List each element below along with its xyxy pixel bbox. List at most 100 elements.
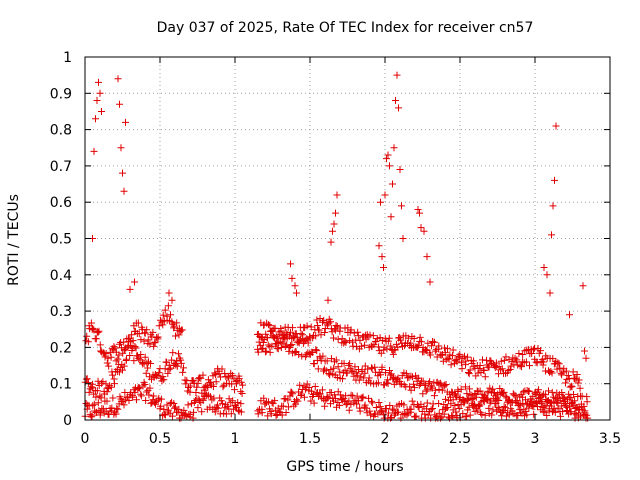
- data-point: [105, 362, 113, 370]
- data-point: [175, 350, 183, 358]
- data-point: [452, 408, 460, 416]
- data-point: [103, 359, 111, 367]
- data-point: [137, 390, 145, 398]
- data-points: [81, 71, 592, 422]
- data-point: [422, 381, 430, 389]
- data-point: [481, 411, 489, 419]
- data-point: [198, 408, 206, 416]
- data-point: [321, 325, 329, 333]
- data-point: [146, 340, 154, 348]
- data-point: [115, 340, 123, 348]
- data-point: [472, 393, 480, 401]
- data-point: [264, 321, 272, 329]
- data-point-outlier: [393, 71, 401, 79]
- data-point: [490, 388, 498, 396]
- data-point: [114, 355, 122, 363]
- data-point: [293, 396, 301, 404]
- data-point: [495, 396, 503, 404]
- data-point: [441, 381, 449, 389]
- data-point: [564, 406, 572, 414]
- data-point: [575, 376, 583, 384]
- data-point-outlier: [386, 162, 393, 170]
- data-point: [107, 383, 115, 391]
- data-point: [316, 390, 324, 398]
- data-point: [237, 408, 245, 416]
- data-point: [132, 396, 140, 404]
- data-point: [576, 384, 584, 392]
- data-point: [526, 397, 534, 405]
- data-point-outlier: [395, 104, 402, 112]
- x-tick-label: 2: [381, 431, 390, 447]
- data-point: [87, 413, 95, 421]
- data-point: [186, 382, 194, 390]
- data-point: [418, 338, 426, 346]
- data-point: [101, 353, 109, 361]
- data-point-outlier: [291, 282, 299, 290]
- data-point: [164, 369, 172, 377]
- data-point: [95, 327, 103, 335]
- data-point: [356, 407, 364, 415]
- data-point: [548, 369, 556, 377]
- data-point: [160, 376, 168, 384]
- data-point: [345, 406, 353, 414]
- data-point: [306, 333, 314, 341]
- data-point: [466, 366, 474, 374]
- data-point: [435, 342, 443, 350]
- data-point: [159, 311, 167, 319]
- data-point: [560, 393, 568, 401]
- data-point: [377, 371, 385, 379]
- data-point: [461, 352, 469, 360]
- data-point: [129, 337, 137, 345]
- data-point: [480, 394, 488, 402]
- y-tick-label: 0.1: [50, 377, 72, 393]
- data-point: [574, 379, 582, 387]
- data-point: [505, 397, 513, 405]
- data-point: [355, 376, 363, 384]
- data-point: [442, 380, 450, 388]
- data-point: [347, 391, 355, 399]
- data-point: [325, 369, 333, 377]
- data-point: [430, 392, 438, 400]
- data-point: [455, 404, 463, 412]
- data-point-outlier: [543, 271, 551, 279]
- data-point: [106, 382, 114, 390]
- data-point: [387, 342, 395, 350]
- data-point: [548, 388, 556, 396]
- data-point: [407, 405, 415, 413]
- data-point: [137, 336, 145, 344]
- data-point: [321, 402, 329, 410]
- data-point: [521, 396, 529, 404]
- data-point: [140, 337, 148, 345]
- data-point-outlier: [168, 296, 176, 304]
- data-point: [157, 402, 165, 410]
- data-point: [272, 411, 280, 419]
- data-point: [368, 397, 376, 405]
- data-point: [329, 334, 337, 342]
- data-point: [444, 403, 452, 411]
- data-point: [143, 326, 151, 334]
- data-point: [134, 319, 142, 327]
- data-point: [435, 385, 443, 393]
- data-point: [522, 358, 530, 366]
- data-point: [297, 390, 305, 398]
- data-point-outlier: [120, 187, 128, 195]
- data-point: [423, 399, 431, 407]
- data-point: [195, 374, 203, 382]
- data-point: [109, 394, 117, 402]
- data-point: [254, 348, 262, 356]
- data-point: [507, 362, 515, 370]
- data-point-outlier: [98, 107, 105, 115]
- data-point: [543, 412, 551, 420]
- data-point: [539, 408, 547, 416]
- data-point: [346, 337, 354, 345]
- data-point: [380, 343, 388, 351]
- data-point: [384, 376, 392, 384]
- data-point: [491, 364, 499, 372]
- data-point: [556, 412, 564, 420]
- data-point: [505, 411, 513, 419]
- data-point: [84, 379, 92, 387]
- data-point: [271, 334, 279, 342]
- data-point: [229, 405, 237, 413]
- data-point: [461, 383, 469, 391]
- data-point: [406, 383, 414, 391]
